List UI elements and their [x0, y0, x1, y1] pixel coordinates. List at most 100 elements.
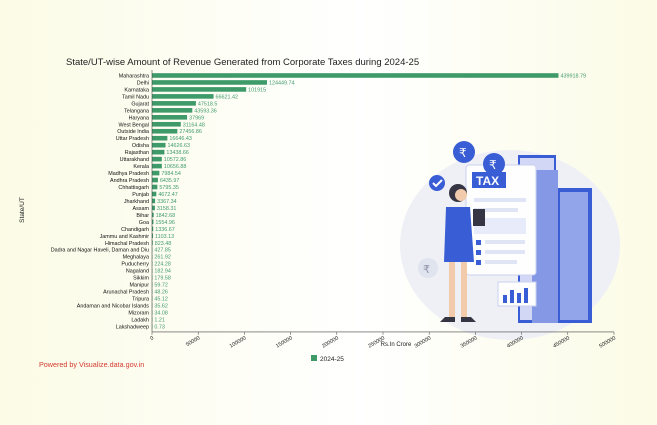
category-label: Bihar — [136, 213, 149, 219]
bar[interactable] — [152, 212, 154, 218]
tax-header-shape — [472, 172, 506, 188]
category-label: Puducherry — [121, 262, 149, 268]
mini-bar — [503, 295, 507, 303]
legend: 2024-25 — [311, 355, 344, 363]
data-label: 45.12 — [154, 297, 168, 303]
category-label: Jharkhand — [124, 199, 149, 205]
category-label: Chhattisgarh — [118, 185, 149, 191]
legend-label: 2024-25 — [320, 356, 344, 363]
bar[interactable] — [152, 101, 196, 106]
person-leg — [449, 262, 455, 317]
bar[interactable] — [152, 240, 153, 246]
bar[interactable] — [152, 205, 155, 211]
data-label: 48.26 — [154, 290, 168, 296]
data-label: 37969 — [189, 115, 204, 121]
category-label: Arunachal Pradesh — [103, 290, 149, 296]
data-label: 14626.63 — [168, 143, 190, 149]
person-shoe — [440, 317, 455, 322]
bar[interactable] — [152, 226, 154, 232]
category-label: West Bengal — [119, 122, 149, 128]
category-label: Haryana — [129, 115, 149, 121]
category-label: Nagaland — [126, 269, 149, 275]
bar[interactable] — [152, 94, 214, 99]
document-line — [474, 198, 526, 202]
check-glyph — [432, 179, 443, 188]
category-label: Meghalaya — [123, 255, 149, 261]
bar[interactable] — [152, 233, 154, 239]
credit-link[interactable]: Powered by Visualize.data.gov.in — [39, 360, 145, 369]
bar[interactable] — [152, 73, 559, 78]
category-label: Mizoram — [128, 310, 149, 316]
data-label: 13438.66 — [166, 150, 188, 156]
data-label: 823.48 — [155, 241, 172, 247]
data-label: 59.72 — [154, 283, 168, 289]
bar[interactable] — [152, 219, 154, 225]
bar[interactable] — [152, 108, 193, 113]
x-tick-label: 50000 — [185, 335, 201, 348]
x-tick-label: 350000 — [460, 335, 479, 349]
rupee-glyph: ₹ — [423, 264, 430, 276]
bar[interactable] — [152, 163, 162, 169]
data-label: 427.85 — [154, 248, 171, 254]
bar[interactable] — [152, 128, 178, 134]
category-label: Andhra Pradesh — [110, 178, 149, 184]
category-label: Tamil Nadu — [122, 94, 149, 100]
category-label: Goa — [139, 220, 149, 226]
category-label: Chandigarh — [121, 227, 149, 233]
bar[interactable] — [152, 198, 156, 204]
data-label: 35.62 — [154, 303, 168, 309]
bar[interactable] — [152, 80, 267, 85]
chart-title: State/UT-wise Amount of Revenue Generate… — [66, 57, 420, 68]
rupee-coin-icon — [483, 153, 505, 175]
category-label: Gujarat — [131, 101, 149, 107]
person-shoe — [461, 317, 476, 322]
data-label: 31164.48 — [183, 122, 205, 128]
bar[interactable] — [152, 149, 165, 155]
x-tick-label: 200000 — [321, 335, 340, 349]
data-label: 101915 — [248, 87, 266, 93]
bar[interactable] — [152, 191, 157, 197]
document-line — [485, 240, 525, 244]
data-label: 4672.47 — [158, 192, 178, 198]
x-axis-title: Rs.In Crore — [381, 342, 412, 348]
data-label: 7984.54 — [161, 171, 181, 177]
data-label: 6435.97 — [160, 178, 180, 184]
x-tick-label: 0 — [149, 335, 155, 342]
checkbox-icon — [476, 250, 481, 255]
data-label: 439918.79 — [560, 73, 585, 79]
category-label: Outside India — [117, 129, 149, 135]
data-label: 5795.35 — [159, 185, 179, 191]
bar[interactable] — [152, 135, 168, 141]
rupee-coin-icon — [453, 141, 475, 163]
category-label: Punjab — [132, 192, 149, 198]
x-tick-label: 300000 — [414, 335, 433, 349]
bar[interactable] — [152, 87, 247, 92]
person-face — [455, 189, 467, 201]
data-label: 1336.67 — [155, 227, 175, 233]
bar[interactable] — [152, 170, 160, 176]
data-label: 16646.43 — [169, 136, 191, 142]
bar[interactable] — [152, 121, 181, 127]
category-label: Telangana — [124, 108, 149, 114]
category-label: Lakshadweep — [116, 324, 149, 330]
tax-illustration: TAX ₹ ₹ ₹ — [400, 141, 620, 340]
person-jacket — [444, 207, 474, 262]
bar[interactable] — [152, 156, 162, 162]
bar[interactable] — [152, 115, 188, 120]
data-label: 27456.86 — [179, 129, 201, 135]
checkbox-icon — [476, 240, 481, 245]
category-label: Himachal Pradesh — [105, 241, 149, 247]
category-label: Odisha — [132, 143, 149, 149]
bar[interactable] — [152, 142, 166, 148]
data-label: 1103.13 — [155, 234, 174, 240]
data-label: 0.73 — [154, 324, 165, 330]
bar[interactable] — [152, 184, 158, 190]
bar[interactable] — [152, 177, 158, 183]
data-label: 1842.68 — [156, 213, 176, 219]
y-axis-title: State/UT — [19, 197, 26, 223]
data-label: 224.28 — [154, 262, 171, 268]
category-label: Karnataka — [124, 87, 149, 93]
document-line — [485, 250, 525, 254]
mini-bar — [524, 288, 528, 303]
